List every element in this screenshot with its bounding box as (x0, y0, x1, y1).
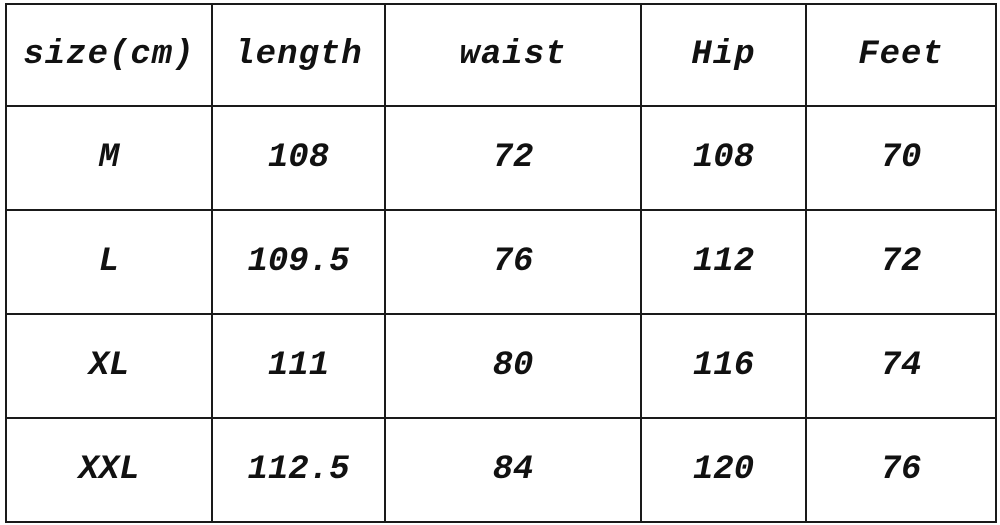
cell-length: 112.5 (211, 417, 386, 523)
cell-hip: 108 (640, 105, 807, 211)
cell-feet: 76 (805, 417, 997, 523)
cell-feet: 74 (805, 313, 997, 419)
header-waist: waist (384, 3, 642, 107)
cell-size: XXL (5, 417, 213, 523)
cell-size: M (5, 105, 213, 211)
cell-feet: 70 (805, 105, 997, 211)
table-row: L 109.5 76 112 72 (5, 209, 997, 315)
header-row: size(cm) length waist Hip Feet (5, 3, 997, 107)
table-row: XXL 112.5 84 120 76 (5, 417, 997, 523)
cell-length: 108 (211, 105, 386, 211)
cell-feet: 72 (805, 209, 997, 315)
cell-waist: 72 (384, 105, 642, 211)
cell-waist: 80 (384, 313, 642, 419)
table-row: M 108 72 108 70 (5, 105, 997, 211)
cell-length: 111 (211, 313, 386, 419)
table-row: XL 111 80 116 74 (5, 313, 997, 419)
cell-size: L (5, 209, 213, 315)
header-size: size(cm) (5, 3, 213, 107)
cell-hip: 112 (640, 209, 807, 315)
header-feet: Feet (805, 3, 997, 107)
header-hip: Hip (640, 3, 807, 107)
cell-waist: 84 (384, 417, 642, 523)
cell-length: 109.5 (211, 209, 386, 315)
header-length: length (211, 3, 386, 107)
cell-hip: 116 (640, 313, 807, 419)
cell-hip: 120 (640, 417, 807, 523)
size-chart-table: size(cm) length waist Hip Feet M 108 72 … (5, 3, 997, 523)
cell-size: XL (5, 313, 213, 419)
cell-waist: 76 (384, 209, 642, 315)
